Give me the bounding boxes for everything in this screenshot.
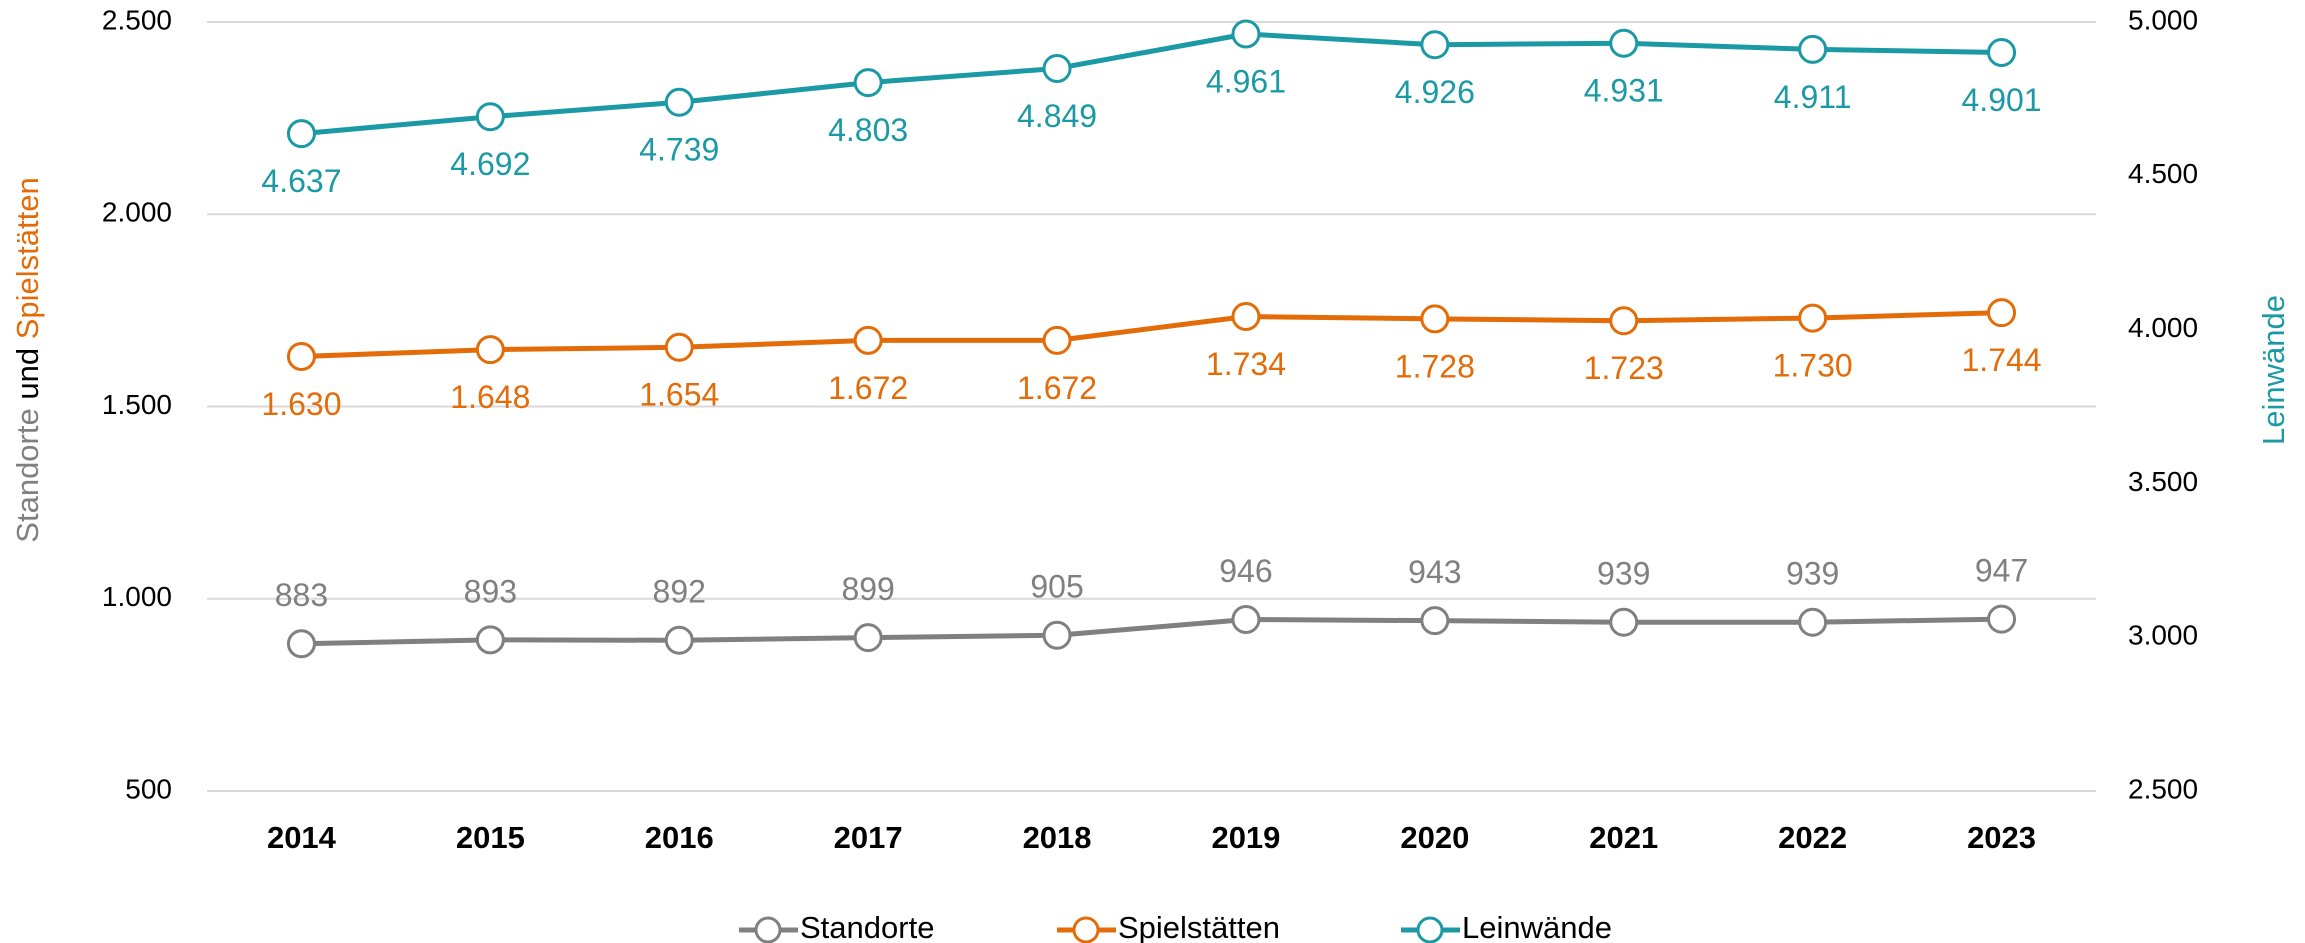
marker: [1420, 606, 1450, 636]
marker: [1042, 53, 1072, 83]
y-axis-label-part: Spielstätten: [10, 177, 45, 339]
legend-marker: [1416, 916, 1444, 943]
marker: [1042, 325, 1072, 355]
data-label: 4.911: [1774, 79, 1852, 115]
marker: [1798, 303, 1828, 333]
y2-tick-label: 2.500: [2128, 773, 2198, 804]
data-label: 939: [1786, 556, 1839, 592]
x-tick-label: 2019: [1211, 820, 1280, 855]
marker: [286, 119, 316, 149]
y2-tick-label: 4.500: [2128, 158, 2198, 189]
y-tick-label: 500: [125, 773, 172, 804]
marker: [853, 68, 883, 98]
data-label: 899: [841, 571, 894, 607]
y2-tick-label: 3.000: [2128, 620, 2198, 651]
data-label: 939: [1597, 556, 1650, 592]
marker: [1231, 302, 1261, 332]
data-label: 1.672: [1017, 370, 1097, 406]
data-label: 4.926: [1395, 74, 1475, 110]
marker: [853, 623, 883, 653]
data-label: 947: [1975, 553, 2028, 589]
marker: [1609, 306, 1639, 336]
data-label: 4.739: [639, 132, 719, 168]
y2-tick-label: 4.000: [2128, 312, 2198, 343]
data-label: 1.744: [1962, 342, 2042, 378]
x-tick-label: 2017: [834, 820, 903, 855]
x-tick-label: 2023: [1967, 820, 2036, 855]
legend-marker: [754, 916, 782, 943]
data-label: 883: [275, 577, 328, 613]
x-tick-label: 2018: [1023, 820, 1092, 855]
marker: [1798, 34, 1828, 64]
data-label: 4.637: [261, 163, 341, 199]
data-label: 1.734: [1206, 346, 1286, 382]
marker: [475, 102, 505, 132]
x-tick-label: 2021: [1589, 820, 1658, 855]
marker: [286, 342, 316, 372]
data-label: 1.654: [639, 377, 719, 413]
marker: [1609, 28, 1639, 58]
data-label: 943: [1408, 554, 1461, 590]
x-tick-label: 2016: [645, 820, 714, 855]
series-line: [301, 616, 2002, 647]
data-label: 4.803: [828, 112, 908, 148]
legend-label: Leinwände: [1462, 910, 1612, 943]
data-label: 4.931: [1584, 73, 1664, 109]
data-label: 1.728: [1395, 348, 1475, 384]
y-axis-label-part: Standorte: [10, 408, 45, 542]
data-label: 4.901: [1962, 82, 2042, 118]
legend-marker: [1072, 916, 1100, 943]
data-label: 1.723: [1584, 350, 1664, 386]
data-label: 1.730: [1773, 348, 1853, 384]
marker: [1987, 604, 2017, 634]
marker: [853, 325, 883, 355]
legend-label: Spielstätten: [1118, 910, 1280, 943]
marker: [664, 625, 694, 655]
data-label: 4.692: [450, 146, 530, 182]
marker: [1231, 19, 1261, 49]
marker: [1798, 607, 1828, 637]
y-tick-label: 2.500: [102, 4, 172, 35]
y-tick-label: 1.500: [102, 389, 172, 420]
x-tick-label: 2022: [1778, 820, 1847, 855]
y-tick-label: 2.000: [102, 197, 172, 228]
data-label: 892: [653, 574, 706, 610]
marker: [664, 332, 694, 362]
data-label: 1.672: [828, 370, 908, 406]
data-label: 4.849: [1017, 98, 1097, 134]
legend-label: Standorte: [800, 910, 934, 943]
y2-tick-label: 5.000: [2128, 4, 2198, 35]
y-axis-label: Standorte und Spielstätten: [10, 177, 45, 542]
marker: [1420, 30, 1450, 60]
x-tick-label: 2020: [1400, 820, 1469, 855]
marker: [1609, 607, 1639, 637]
marker: [475, 335, 505, 365]
x-tick-label: 2015: [456, 820, 525, 855]
marker: [1420, 304, 1450, 334]
series-line: [301, 310, 2002, 360]
marker: [1231, 605, 1261, 635]
marker: [475, 625, 505, 655]
data-label: 4.961: [1206, 63, 1286, 99]
series-line: [301, 31, 2002, 137]
data-label: 946: [1219, 553, 1272, 589]
data-label: 1.630: [261, 386, 341, 422]
x-tick-label: 2014: [267, 820, 337, 855]
marker: [286, 629, 316, 659]
y2-axis-label: Leinwände: [2256, 295, 2291, 445]
data-label: 1.648: [450, 379, 530, 415]
y-tick-label: 1.000: [102, 581, 172, 612]
marker: [1987, 298, 2017, 328]
marker: [664, 87, 694, 117]
y2-tick-label: 3.500: [2128, 466, 2198, 497]
data-label: 893: [464, 573, 517, 609]
marker: [1042, 620, 1072, 650]
y-axis-label-part: und: [10, 348, 45, 400]
data-label: 905: [1030, 569, 1083, 605]
marker: [1987, 37, 2017, 67]
